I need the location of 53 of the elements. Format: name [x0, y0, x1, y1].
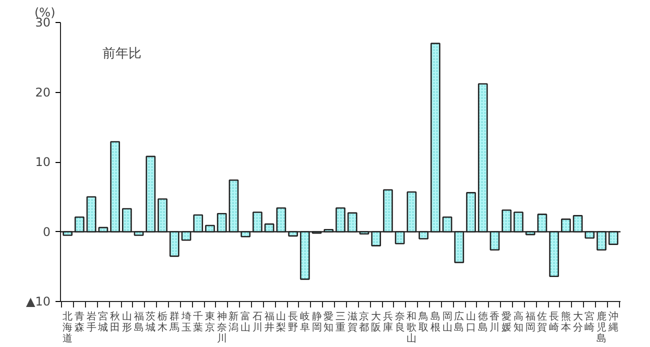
x-tick-label: 山口: [466, 310, 476, 334]
x-tick-label: 兵庫: [382, 310, 393, 334]
x-tick-label: 神奈川: [216, 310, 227, 344]
y-axis-title: (%): [34, 6, 56, 20]
x-tick-label: 香川: [490, 310, 500, 334]
x-tick-label: 鳥取: [418, 310, 429, 334]
x-tick-label: 島根: [430, 310, 440, 334]
x-tick-label: 栃木: [158, 310, 168, 334]
y-tick-label: 20: [35, 85, 51, 100]
x-tick-label: 秋田: [110, 310, 120, 334]
x-tick-label: 茨城: [144, 310, 156, 334]
y-tick-label: 10: [35, 155, 51, 169]
x-tick-label: 長崎: [549, 312, 560, 334]
x-tick-label: 京都: [359, 310, 370, 334]
x-tick-label: 大分: [572, 310, 583, 334]
x-tick-label: 奈良: [394, 312, 405, 334]
x-tick-label: 福井: [264, 310, 274, 334]
x-tick-label: 宮崎: [584, 310, 595, 334]
x-tick-label: 三重: [336, 312, 346, 334]
x-tick-label: 岐阜: [300, 310, 310, 334]
x-tick-label: 埼玉: [180, 310, 192, 334]
y-tick-label: 0: [42, 224, 51, 239]
x-tick-label: 千葉: [193, 310, 204, 334]
x-tick-label: 岩手: [86, 310, 96, 334]
x-tick-label: 静岡: [312, 310, 322, 334]
x-tick-label: 青森: [74, 310, 84, 334]
x-tick-label: 宮城: [97, 310, 108, 334]
x-tick-label: 沖縄: [607, 310, 618, 334]
x-tick-label: 高知: [513, 310, 524, 334]
x-tick-label: 群馬: [168, 310, 180, 334]
x-tick-label: 愛知: [324, 310, 334, 334]
x-tick-label: 北海道: [62, 310, 73, 344]
x-tick-label: 滋賀: [347, 310, 358, 334]
x-tick-label: 富山: [240, 310, 251, 334]
x-tick-label: 新潟: [228, 310, 239, 334]
x-tick-label: 福岡: [525, 310, 536, 334]
x-tick-label: 徳島: [478, 312, 488, 334]
annotation: 前年比: [102, 46, 142, 62]
x-tick-label: 山形: [122, 310, 132, 334]
x-tick-label: 岡山: [442, 312, 452, 334]
x-tick-label: 和歌山: [406, 310, 417, 344]
x-tick-label: 広島: [454, 310, 464, 334]
x-tick-label: 大阪: [371, 310, 382, 334]
x-tick-label: 山梨: [276, 310, 286, 334]
y-tick-label: ▲10: [26, 294, 50, 308]
x-tick-label: 鹿児島: [596, 310, 607, 344]
x-tick-label: 長野: [288, 312, 298, 334]
x-tick-label: 佐賀: [537, 312, 548, 334]
x-tick-label: 熊本: [560, 310, 571, 334]
x-tick-label: 石川: [252, 312, 262, 334]
x-tick-label: 福島: [134, 310, 144, 334]
x-tick-label: 愛媛: [502, 310, 512, 334]
x-tick-label: 東京: [204, 310, 215, 334]
